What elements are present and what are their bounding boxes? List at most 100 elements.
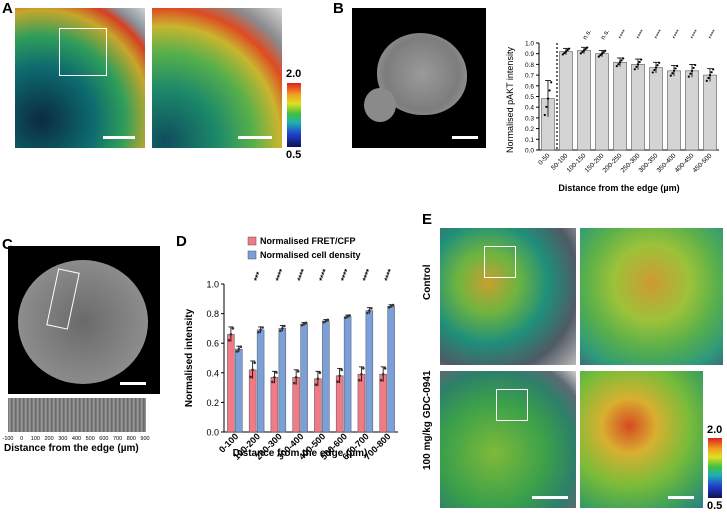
- y-tick-label: 0.4: [525, 105, 534, 112]
- bar: [235, 348, 243, 433]
- y-tick-label: 0.8: [206, 309, 219, 319]
- strip-xlabel: Distance from the edge (µm): [4, 443, 139, 454]
- data-point: [257, 330, 260, 334]
- data-point: [360, 372, 363, 376]
- legend-swatch: [247, 236, 257, 246]
- significance-label: ****: [361, 267, 374, 283]
- bar: [631, 64, 645, 151]
- y-tick-label: 1.0: [206, 280, 219, 290]
- panel-letter-b: B: [333, 0, 344, 17]
- data-point: [261, 326, 264, 329]
- micrograph-b: [352, 8, 486, 148]
- scale-bar: [238, 136, 272, 139]
- data-point: [705, 79, 708, 82]
- data-point: [550, 81, 553, 84]
- data-point: [566, 49, 569, 52]
- bar: [649, 67, 663, 151]
- strip-tick-label: 200: [45, 436, 54, 442]
- y-tick-label: 0.7: [525, 73, 534, 80]
- bar: [595, 53, 609, 151]
- data-point: [564, 50, 568, 53]
- data-point: [597, 55, 600, 58]
- data-point: [690, 69, 694, 72]
- data-point: [281, 327, 284, 330]
- significance-label: ****: [708, 28, 719, 41]
- y-tick-label: 0.0: [525, 148, 534, 155]
- data-point: [676, 64, 679, 68]
- data-point: [381, 372, 385, 376]
- y-tick-label: 0.1: [525, 137, 534, 144]
- data-point: [602, 51, 605, 54]
- strip-tick-label: 300: [58, 436, 67, 442]
- data-point: [237, 347, 241, 351]
- y-tick-label: 0.8: [525, 62, 534, 69]
- data-point: [707, 76, 710, 80]
- y-tick-label: 0.5: [525, 94, 534, 101]
- bar: [314, 378, 322, 433]
- data-point: [235, 350, 239, 353]
- data-point: [379, 378, 383, 382]
- data-point: [615, 65, 618, 68]
- data-point: [638, 60, 641, 64]
- significance-label: ****: [339, 267, 352, 283]
- colorbar-a: [287, 83, 301, 147]
- data-point: [338, 374, 341, 378]
- bar: [613, 61, 627, 151]
- micrograph-e-treated-zoom: [580, 371, 703, 508]
- y-tick-label: 0.2: [525, 126, 534, 133]
- data-point: [689, 72, 692, 75]
- significance-label: ****: [383, 267, 396, 283]
- data-point: [279, 329, 282, 333]
- data-point: [251, 368, 254, 372]
- data-point: [296, 370, 300, 373]
- bar: [292, 376, 300, 433]
- y-tick-label: 0.6: [525, 83, 534, 90]
- data-point: [370, 306, 373, 310]
- data-point: [604, 49, 607, 52]
- data-point: [654, 66, 658, 69]
- bar: [387, 305, 395, 433]
- data-point: [674, 67, 677, 70]
- strip-tick-label: 400: [72, 436, 81, 442]
- colorbar-e: [708, 438, 722, 498]
- significance-label: ****: [618, 28, 629, 41]
- zoom-selection-box: [484, 246, 516, 278]
- y-tick-label: 1.0: [525, 41, 534, 48]
- significance-label: ****: [274, 267, 287, 283]
- scale-bar: [103, 136, 135, 139]
- data-point: [568, 47, 571, 50]
- bar: [343, 316, 352, 433]
- bar: [227, 334, 235, 433]
- chart-b-pakt: Normalised pAKT intensity Distance from …: [505, 28, 719, 193]
- bar: [270, 376, 279, 433]
- data-point: [273, 375, 276, 379]
- micrograph-e-treated-overview: [440, 371, 576, 508]
- data-point: [253, 361, 256, 365]
- data-point: [545, 105, 548, 108]
- bar: [248, 369, 257, 433]
- data-point: [710, 71, 713, 74]
- colorbar-a-min: 0.5: [286, 149, 302, 161]
- data-point: [561, 53, 564, 56]
- significance-label: ****: [317, 267, 330, 283]
- data-point: [635, 65, 638, 68]
- data-point: [362, 367, 365, 370]
- y-tick-label: 0.2: [206, 398, 219, 408]
- data-point: [584, 47, 587, 51]
- data-point: [322, 320, 326, 324]
- data-point: [653, 68, 656, 72]
- micrograph-e-control-overview: [440, 228, 576, 365]
- micrograph-a-zoom: [152, 8, 282, 148]
- panel-letter-d: D: [176, 233, 187, 250]
- data-point: [302, 322, 306, 326]
- zoom-selection-box: [59, 28, 107, 76]
- chart-d-fret: Normalised intensity Distance from the e…: [184, 236, 398, 460]
- y-tick-label: 0.6: [206, 339, 219, 349]
- y-tick-label: 0.3: [525, 115, 534, 122]
- data-point: [366, 311, 369, 315]
- significance-label: ****: [636, 28, 647, 41]
- data-point: [391, 303, 395, 307]
- legend-label: Normalised cell density: [260, 250, 361, 260]
- strip-tick-label: 700: [113, 436, 122, 442]
- data-point: [651, 71, 654, 74]
